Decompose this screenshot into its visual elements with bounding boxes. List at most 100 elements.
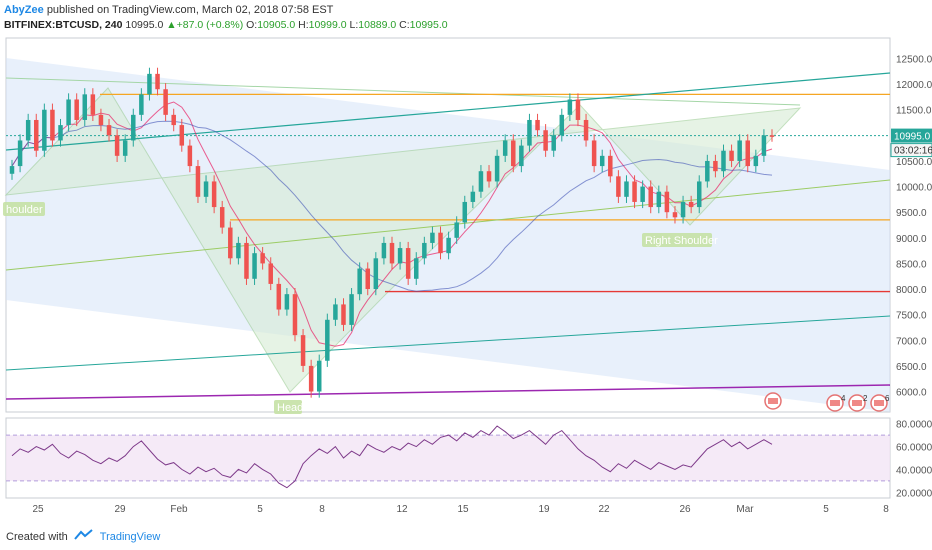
- low-label: L:: [349, 19, 359, 31]
- candle-body: [333, 304, 338, 320]
- rsi-tick-label: 60.0000: [896, 443, 932, 454]
- candle-body: [316, 360, 322, 392]
- left-shoulder-label: houlder: [6, 204, 43, 216]
- candle-body: [616, 176, 621, 197]
- candle-body: [58, 125, 63, 141]
- time-tick-label: 22: [598, 504, 610, 515]
- candle-body: [737, 140, 742, 161]
- head-label-bg: [274, 400, 302, 414]
- candle-body: [494, 155, 500, 182]
- price-tick-label: 7500.0: [896, 311, 927, 322]
- candle-body: [292, 294, 298, 336]
- candle-body: [454, 222, 459, 238]
- close-label: C:: [399, 19, 410, 31]
- rsi-tick-label: 20.0000: [896, 488, 932, 499]
- price-tick-label: 9500.0: [896, 208, 927, 219]
- candle-body: [535, 119, 540, 131]
- rsi-tick-label: 80.0000: [896, 420, 932, 431]
- author-name[interactable]: AbyZee: [4, 4, 44, 16]
- candle-body: [696, 181, 702, 208]
- time-tick-label: 5: [823, 504, 829, 515]
- time-tick-label: 8: [319, 504, 325, 515]
- candle-body: [591, 140, 597, 167]
- candle-body: [9, 166, 15, 174]
- candle-body: [753, 155, 759, 167]
- time-tick-label: 12: [396, 504, 408, 515]
- time-tick-label: 8: [883, 504, 889, 515]
- event-count: 2: [863, 394, 868, 403]
- head-label: Head: [277, 402, 303, 414]
- low-value: 10889.0: [358, 19, 397, 31]
- candle-body: [179, 125, 185, 146]
- candle-body: [729, 150, 734, 161]
- candle-body: [656, 191, 662, 208]
- rsi-tick-label: 40.0000: [896, 465, 932, 476]
- candle-body: [389, 242, 395, 264]
- candle-body: [680, 201, 686, 218]
- candle-body: [98, 114, 104, 126]
- candle-body: [260, 253, 265, 264]
- candle-body: [470, 191, 476, 202]
- candle-body: [599, 155, 605, 167]
- candle-body: [219, 207, 225, 228]
- candle-body: [559, 114, 565, 136]
- price-tick-label: 6000.0: [896, 388, 927, 399]
- open-label: O:: [246, 19, 258, 31]
- candle-body: [422, 242, 427, 259]
- candle-body: [527, 119, 532, 146]
- candle-body: [502, 140, 508, 156]
- symbol-line: BITFINEX:BTCUSD, 240 10995.0 ▲+87.0 (+0.…: [4, 19, 448, 31]
- publish-line: AbyZee published on TradingView.com, Mar…: [4, 4, 333, 16]
- candle-body: [155, 73, 160, 90]
- candle-body: [106, 125, 112, 136]
- candle-body: [640, 186, 645, 202]
- high-label: H:: [298, 19, 309, 31]
- candle-body: [236, 242, 241, 259]
- candle-body: [373, 258, 379, 290]
- candle-body: [745, 140, 750, 167]
- trendline-purple: [5, 384, 891, 400]
- right-shoulder-label: Right Shoulder: [645, 235, 718, 247]
- candle-body: [414, 258, 419, 279]
- tradingview-brand[interactable]: TradingView: [99, 530, 161, 543]
- footer: Created with TradingView: [6, 529, 160, 544]
- time-tick-label: 26: [679, 504, 691, 515]
- change-value: +87.0 (+0.8%): [176, 19, 244, 31]
- candle-body: [114, 135, 120, 156]
- candle-body: [82, 94, 88, 120]
- candle-body: [478, 171, 484, 192]
- candle-body: [664, 191, 670, 213]
- price-tick-label: 10500.0: [896, 157, 932, 168]
- tradingview-logo-icon[interactable]: [74, 529, 94, 544]
- candle-body: [672, 212, 678, 218]
- price-tick-label: 12500.0: [896, 54, 932, 65]
- created-with-text: Created with: [6, 530, 68, 543]
- open-value: 10905.0: [257, 19, 296, 31]
- candle-body: [462, 201, 468, 223]
- candle-body: [276, 283, 282, 310]
- time-tick-label: 19: [538, 504, 550, 515]
- candle-body: [543, 130, 548, 151]
- candle-body: [769, 135, 775, 137]
- price-tick-label: 8000.0: [896, 285, 927, 296]
- candle-body: [365, 268, 370, 290]
- neckline-top: [5, 77, 801, 106]
- candle-body: [551, 135, 556, 151]
- right-shoulder-label-bg: [642, 233, 712, 247]
- time-tick-label: Feb: [170, 504, 188, 515]
- candle-body: [583, 119, 589, 141]
- time-tick-label: 25: [32, 504, 44, 515]
- candle-body: [17, 140, 23, 167]
- published-text: published on TradingView.com, March 02, …: [46, 4, 334, 16]
- time-tick-label: Mar: [736, 504, 754, 515]
- ma-slow-line: [11, 120, 773, 292]
- candle-body: [608, 155, 613, 177]
- candle-body: [632, 181, 637, 202]
- candle-body: [688, 201, 694, 208]
- candle-body: [268, 263, 273, 284]
- candle-body: [357, 268, 362, 295]
- candle-body: [244, 242, 249, 279]
- candle-body: [139, 94, 144, 115]
- candle-body: [187, 145, 193, 167]
